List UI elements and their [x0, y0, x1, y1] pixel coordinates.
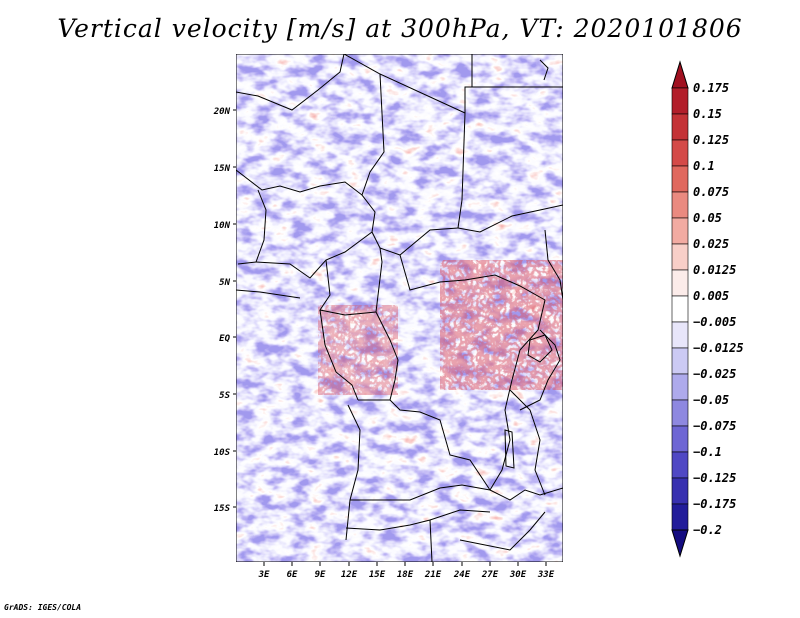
lon-label: 3E — [258, 570, 270, 580]
lake-victoria — [527, 334, 553, 363]
lat-label: 10N — [214, 221, 231, 231]
colorbar-segment — [671, 451, 689, 479]
colorbar-segment — [671, 87, 689, 115]
border-benin — [237, 189, 267, 265]
lon-label: 30E — [509, 570, 527, 580]
colorbar-label: −0.0125 — [693, 341, 744, 355]
border-botswana — [429, 519, 433, 562]
colorbar-label: −0.1 — [693, 445, 722, 459]
longitude-axis: 3E 6E 9E 12E 15E 18E 21E 24E 27E 30E 33E — [258, 562, 555, 580]
colorbar-segment — [671, 269, 689, 297]
colorbar-label: −0.125 — [693, 471, 736, 485]
colorbar-segment — [671, 191, 689, 219]
convective-speckle-west — [318, 305, 398, 395]
border-gabon-congo — [319, 309, 359, 401]
lat-label: 15N — [214, 164, 231, 174]
colorbar-label: −0.005 — [693, 315, 736, 329]
colorbar-segment — [671, 347, 689, 375]
colorbar-segment — [671, 477, 689, 505]
border-angola-zambia — [350, 484, 491, 501]
border-angola-drc — [358, 399, 491, 491]
colorbar-segment — [671, 425, 689, 453]
colorbar-label: −0.2 — [693, 523, 722, 537]
border-cameroon-car — [375, 247, 383, 313]
velocity-field — [236, 54, 563, 562]
country-borders — [236, 54, 563, 562]
colorbar-top-arrow — [671, 60, 689, 89]
colorbar-segment — [671, 373, 689, 401]
colorbar-segment — [671, 165, 689, 193]
lat-label: 20N — [213, 107, 231, 117]
coast-gulf-guinea — [236, 289, 301, 299]
colorbar-label: 0.05 — [693, 211, 722, 225]
border-car-drc — [399, 254, 546, 301]
colorbar-segment — [671, 217, 689, 245]
colorbar-segment — [671, 243, 689, 271]
colorbar-labels: 0.175 0.15 0.125 0.1 0.075 0.05 0.025 0.0125 0.0… — [693, 81, 744, 537]
border-car-chad — [379, 227, 459, 256]
colorbar: 0.175 0.15 0.125 0.1 0.075 0.05 0.025 0.0125 0.0… — [671, 60, 744, 558]
lon-label: 24E — [453, 570, 471, 580]
lat-label: 5N — [219, 278, 230, 288]
colorbar-label: 0.0125 — [693, 263, 736, 277]
border-algeria-niger — [236, 54, 345, 111]
grads-credit: GrADS: IGES/COLA — [4, 603, 82, 612]
lat-label: 10S — [214, 448, 231, 458]
lon-label: 27E — [481, 570, 499, 580]
chart-title: Vertical velocity [m/s] at 300hPa, VT: 2… — [57, 14, 743, 43]
border-coast-red-sea — [539, 59, 549, 81]
latitude-axis: 20N 15N 10N 5N EQ 5S 10S 15S — [213, 107, 236, 514]
colorbar-segment — [671, 139, 689, 167]
convective-speckle-east — [440, 260, 563, 390]
border-kenya-tanzania — [519, 329, 561, 411]
lat-label: 5S — [219, 391, 230, 401]
colorbar-label: −0.075 — [693, 419, 736, 433]
lon-label: 33E — [537, 570, 555, 580]
lon-label: 6E — [287, 570, 298, 580]
colorbar-bottom-arrow — [671, 529, 689, 558]
border-drc-east — [489, 299, 546, 491]
lon-label: 18E — [397, 570, 414, 580]
colorbar-label: 0.025 — [693, 237, 729, 251]
lon-label: 12E — [341, 570, 358, 580]
colorbar-segment — [671, 503, 689, 531]
border-egypt — [464, 54, 473, 113]
lon-label: 21E — [424, 570, 442, 580]
border-lake-tanganyika — [509, 389, 546, 496]
lon-label: 15E — [369, 570, 386, 580]
lat-label: 15S — [214, 504, 231, 514]
border-namibia — [345, 509, 491, 531]
colorbar-segments — [671, 60, 689, 558]
border-nigeria-cameroon — [255, 231, 373, 279]
border-congo-drc — [375, 311, 399, 401]
border-ethiopia — [544, 229, 563, 301]
colorbar-label: 0.175 — [693, 81, 729, 95]
colorbar-label: 0.005 — [693, 289, 729, 303]
border-niger-nigeria — [236, 169, 363, 196]
colorbar-label: −0.025 — [693, 367, 736, 381]
border-sudan-south — [457, 204, 563, 233]
colorbar-segment — [671, 321, 689, 349]
lon-label: 9E — [315, 570, 326, 580]
colorbar-segment — [671, 399, 689, 427]
colorbar-label: 0.15 — [693, 107, 722, 121]
colorbar-segment — [671, 295, 689, 323]
border-zimbabwe — [459, 511, 546, 551]
lat-label: EQ — [219, 334, 230, 344]
colorbar-label: 0.125 — [693, 133, 729, 147]
colorbar-label: 0.1 — [693, 159, 715, 173]
colorbar-label: −0.05 — [693, 393, 729, 407]
colorbar-label: −0.175 — [693, 497, 736, 511]
colorbar-segment — [671, 113, 689, 141]
lake-malawi — [504, 429, 515, 469]
border-zambia-tanzania — [489, 487, 563, 501]
border-angola-west — [345, 404, 361, 541]
border-chad-sudan — [457, 112, 466, 229]
colorbar-label: 0.075 — [693, 185, 729, 199]
